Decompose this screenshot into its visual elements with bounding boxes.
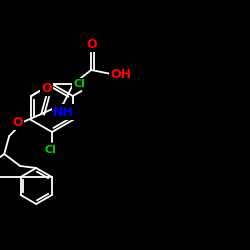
Text: O: O bbox=[12, 116, 22, 128]
Text: NH: NH bbox=[53, 106, 74, 118]
Text: O: O bbox=[86, 38, 97, 51]
Text: Cl: Cl bbox=[74, 79, 86, 89]
Text: O: O bbox=[41, 82, 51, 94]
Text: Cl: Cl bbox=[44, 145, 56, 155]
Text: OH: OH bbox=[111, 68, 132, 80]
